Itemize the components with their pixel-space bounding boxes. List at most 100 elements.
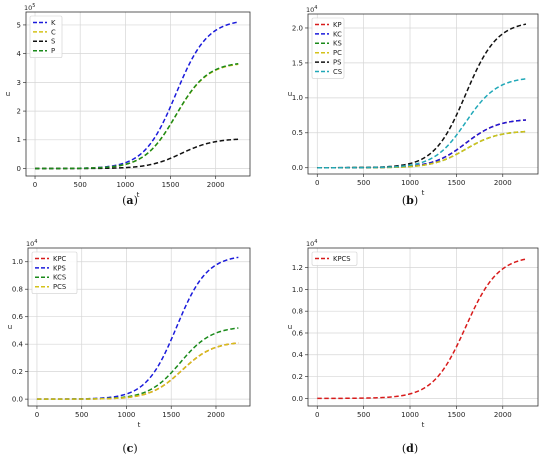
y-tick-label: 1.0 (292, 286, 303, 294)
x-tick-label: 500 (75, 411, 88, 419)
y-tick-label: 1.5 (292, 59, 303, 67)
x-tick-label: 1500 (447, 411, 465, 419)
x-axis-label: t (422, 189, 425, 197)
y-multiplier: 104 (306, 5, 317, 14)
legend-label: KPCS (333, 255, 351, 263)
y-tick-label: 4 (17, 50, 22, 58)
legend-label: CS (333, 68, 342, 76)
series-line-cs (317, 78, 527, 169)
y-axis-label: u (6, 90, 10, 98)
y-tick-label: 0.4 (12, 341, 24, 349)
x-tick-label: 500 (357, 411, 370, 419)
y-tick-label: 2.0 (292, 24, 303, 32)
plot-frame (307, 13, 539, 175)
series-line-kpcs (317, 258, 527, 400)
legend-box (29, 15, 63, 58)
x-tick-label: 2000 (207, 181, 225, 189)
series-line-pc (317, 130, 526, 169)
y-tick-label: 0.8 (292, 308, 303, 316)
y-tick-label: 2 (17, 107, 21, 115)
series-line-kps (36, 256, 239, 400)
panel-caption: (a) (122, 194, 138, 207)
x-tick-label: 0 (33, 181, 37, 189)
x-tick-label: 500 (74, 181, 87, 189)
y-tick-label: 0.0 (292, 164, 303, 172)
x-tick-label: 1000 (116, 181, 134, 189)
y-tick-label: 0.8 (12, 286, 23, 294)
x-axis-label: t (137, 191, 140, 199)
x-tick-label: 1000 (401, 179, 419, 187)
legend-label: P (51, 47, 55, 55)
series-line-c (35, 63, 239, 170)
series-line-kcs (36, 327, 239, 400)
panel-caption: (d) (402, 442, 418, 455)
legend-label: KC (333, 30, 342, 38)
y-axis-label: u (288, 90, 292, 98)
plot-frame (307, 247, 539, 407)
legend-label: S (51, 38, 55, 46)
legend-box (311, 251, 358, 266)
y-tick-label: 1.0 (292, 94, 303, 102)
panel-d: 0 500 1000 1500 2000 0.0 0.2 0.4 0.6 0.8 1.0 1.2 t u 1… (288, 239, 539, 455)
plot-frame (25, 11, 251, 177)
y-tick-label: 0.6 (292, 329, 304, 337)
x-tick-label: 0 (35, 411, 39, 419)
panel-caption: (c) (122, 442, 137, 455)
x-tick-label: 2000 (494, 179, 512, 187)
y-tick-label: 0.4 (292, 351, 304, 359)
series-line-ks (317, 130, 526, 169)
y-tick-label: 1.2 (292, 264, 303, 272)
x-tick-label: 1500 (162, 181, 180, 189)
series-line-ps (317, 23, 527, 169)
y-tick-label: 0 (17, 165, 21, 173)
legend-label: KCS (53, 274, 66, 282)
panel-caption: (b) (402, 194, 418, 207)
y-tick-label: 0.0 (12, 396, 23, 404)
y-tick-label: 3 (17, 79, 21, 87)
series-line-pcs (36, 342, 239, 400)
legend-label: K (51, 19, 56, 27)
y-tick-label: 5 (17, 21, 21, 29)
legend-label: KPS (53, 264, 66, 272)
x-tick-label: 1500 (162, 411, 180, 419)
legend-label: PCS (53, 283, 66, 291)
y-multiplier: 105 (24, 3, 35, 12)
series-line-p (35, 62, 239, 170)
panel-c: 0 500 1000 1500 2000 0.0 0.2 0.4 0.6 0.8 1.0 t u 104 K… (8, 239, 251, 455)
y-multiplier: 104 (26, 239, 37, 248)
legend-box (311, 17, 345, 79)
y-tick-label: 0.6 (12, 313, 24, 321)
series-line-s (35, 138, 239, 170)
legend-label: PS (333, 59, 341, 67)
series-line-kp (317, 119, 526, 169)
plot-frame (27, 247, 251, 407)
y-tick-label: 0.2 (12, 368, 23, 376)
y-multiplier: 104 (306, 239, 317, 248)
x-tick-label: 1000 (118, 411, 136, 419)
legend-label: KP (333, 21, 342, 29)
y-tick-label: 0.0 (292, 395, 303, 403)
y-axis-label: u (8, 323, 12, 331)
x-tick-label: 2000 (207, 411, 225, 419)
y-tick-label: 0.5 (292, 129, 303, 137)
x-axis-label: t (138, 421, 141, 429)
legend-label: PC (333, 49, 342, 57)
x-tick-label: 0 (315, 411, 319, 419)
legend-label: KPC (53, 255, 67, 263)
legend: KPCS (311, 251, 358, 266)
x-tick-label: 500 (357, 179, 370, 187)
legend-label: KS (333, 40, 342, 48)
y-axis-label: u (288, 323, 292, 331)
x-axis-label: t (422, 421, 425, 429)
series-line-kc (317, 119, 526, 169)
series-line-k (35, 21, 239, 170)
x-tick-label: 0 (315, 179, 319, 187)
panel-b: 0 500 1000 1500 2000 0.0 0.5 1.0 1.5 2.0 t u 104 KPKC… (288, 5, 539, 207)
x-tick-label: 2000 (494, 411, 512, 419)
y-tick-label: 1 (17, 136, 21, 144)
